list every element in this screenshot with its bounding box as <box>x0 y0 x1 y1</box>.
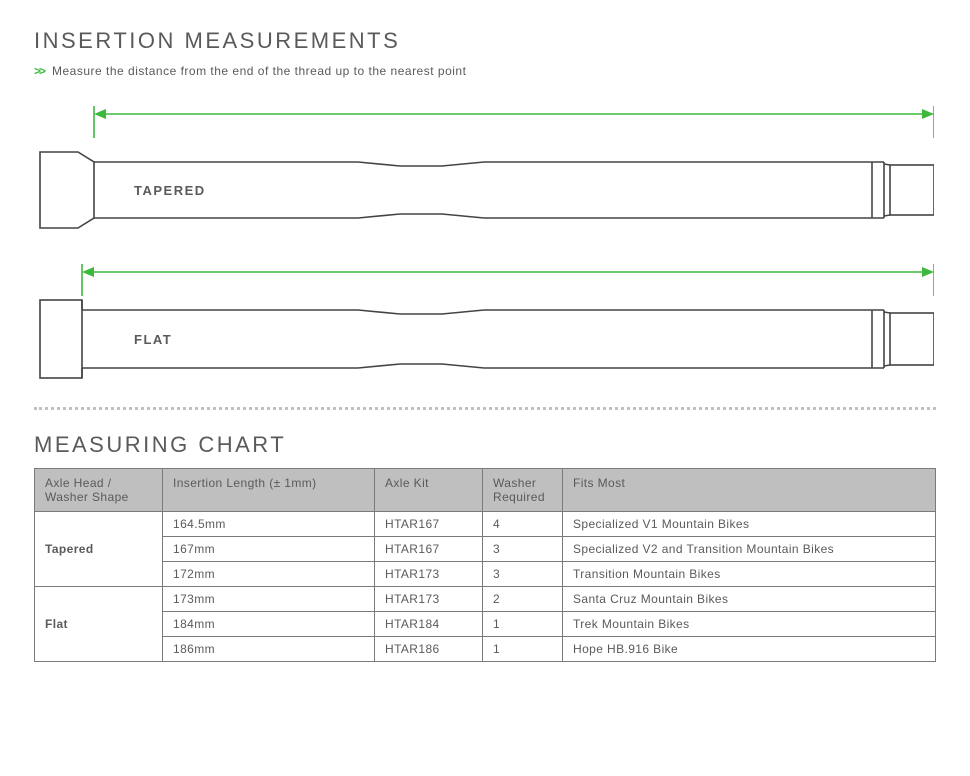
table-row: Flat173mmHTAR1732Santa Cruz Mountain Bik… <box>35 587 936 612</box>
insertion-title: INSERTION MEASUREMENTS <box>34 28 936 54</box>
table-row: 184mmHTAR1841Trek Mountain Bikes <box>35 612 936 637</box>
washer-cell: 3 <box>483 537 563 562</box>
flat-diagram: FLAT <box>34 262 936 387</box>
washer-cell: 3 <box>483 562 563 587</box>
insertion-cell: 186mm <box>163 637 375 662</box>
fits-cell: Hope HB.916 Bike <box>563 637 936 662</box>
shape-cell: Tapered <box>35 512 163 587</box>
table-row: 172mmHTAR1733Transition Mountain Bikes <box>35 562 936 587</box>
instruction-row: >> Measure the distance from the end of … <box>34 64 936 78</box>
kit-cell: HTAR167 <box>375 512 483 537</box>
th-kit: Axle Kit <box>375 469 483 512</box>
fits-cell: Transition Mountain Bikes <box>563 562 936 587</box>
flat-axle-outline <box>40 300 934 378</box>
washer-cell: 1 <box>483 612 563 637</box>
measuring-chart-table: Axle Head / Washer Shape Insertion Lengt… <box>34 468 936 662</box>
section-divider <box>34 407 936 410</box>
kit-cell: HTAR167 <box>375 537 483 562</box>
chart-title: MEASURING CHART <box>34 432 936 458</box>
flat-label: FLAT <box>134 332 172 347</box>
tapered-label: TAPERED <box>134 183 206 198</box>
insertion-cell: 172mm <box>163 562 375 587</box>
table-header-row: Axle Head / Washer Shape Insertion Lengt… <box>35 469 936 512</box>
washer-cell: 2 <box>483 587 563 612</box>
tapered-diagram: TAPERED <box>34 102 936 242</box>
insertion-cell: 167mm <box>163 537 375 562</box>
fits-cell: Specialized V1 Mountain Bikes <box>563 512 936 537</box>
instruction-text: Measure the distance from the end of the… <box>52 64 466 78</box>
dimension-arrow-tapered <box>94 106 934 138</box>
dimension-arrow-flat <box>82 264 934 296</box>
kit-cell: HTAR184 <box>375 612 483 637</box>
fits-cell: Trek Mountain Bikes <box>563 612 936 637</box>
kit-cell: HTAR186 <box>375 637 483 662</box>
washer-cell: 1 <box>483 637 563 662</box>
th-shape: Axle Head / Washer Shape <box>35 469 163 512</box>
insertion-cell: 173mm <box>163 587 375 612</box>
th-washer: Washer Required <box>483 469 563 512</box>
kit-cell: HTAR173 <box>375 562 483 587</box>
chevron-icon: >> <box>34 64 44 78</box>
insertion-cell: 184mm <box>163 612 375 637</box>
fits-cell: Specialized V2 and Transition Mountain B… <box>563 537 936 562</box>
table-row: 186mmHTAR1861Hope HB.916 Bike <box>35 637 936 662</box>
table-row: 167mmHTAR1673Specialized V2 and Transiti… <box>35 537 936 562</box>
washer-cell: 4 <box>483 512 563 537</box>
table-row: Tapered164.5mmHTAR1674Specialized V1 Mou… <box>35 512 936 537</box>
kit-cell: HTAR173 <box>375 587 483 612</box>
th-insertion: Insertion Length (± 1mm) <box>163 469 375 512</box>
fits-cell: Santa Cruz Mountain Bikes <box>563 587 936 612</box>
insertion-cell: 164.5mm <box>163 512 375 537</box>
th-fits: Fits Most <box>563 469 936 512</box>
shape-cell: Flat <box>35 587 163 662</box>
